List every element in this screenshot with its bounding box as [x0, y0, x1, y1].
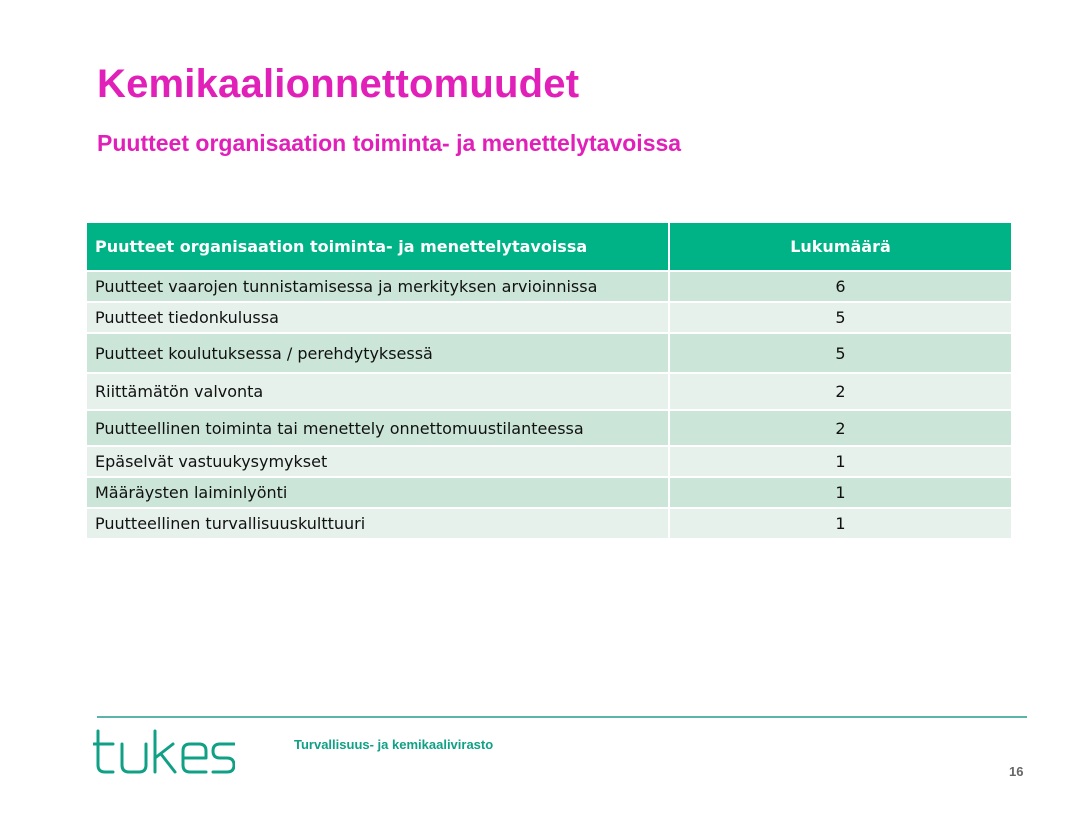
row-count: 6: [669, 271, 1013, 303]
table-row: Puutteellinen toiminta tai menettely onn…: [87, 410, 1013, 447]
table-row: Puutteet tiedonkulussa 5: [87, 302, 1013, 334]
table-row: Riittämätön valvonta 2: [87, 373, 1013, 411]
page-number: 16: [1009, 764, 1024, 779]
footer-divider: [97, 716, 1027, 718]
table-row: Määräysten laiminlyönti 1: [87, 477, 1013, 509]
table-header-row: Puutteet organisaation toiminta- ja mene…: [87, 223, 1013, 272]
slide-title: Kemikaalionnettomuudet: [97, 62, 580, 106]
row-count: 1: [669, 477, 1013, 509]
deficiency-table: Puutteet organisaation toiminta- ja mene…: [87, 223, 1013, 540]
row-label: Puutteellinen toiminta tai menettely onn…: [87, 410, 670, 447]
header-description: Puutteet organisaation toiminta- ja mene…: [87, 223, 670, 272]
table-row: Puutteellinen turvallisuuskulttuuri 1: [87, 508, 1013, 540]
table-row: Puutteet vaarojen tunnistamisessa ja mer…: [87, 271, 1013, 303]
row-count: 2: [669, 373, 1013, 411]
row-label: Puutteet koulutuksessa / perehdytyksessä: [87, 333, 670, 374]
row-label: Määräysten laiminlyönti: [87, 477, 670, 509]
row-count: 5: [669, 333, 1013, 374]
row-count: 1: [669, 446, 1013, 478]
row-label: Puutteellinen turvallisuuskulttuuri: [87, 508, 670, 540]
table-row: Puutteet koulutuksessa / perehdytyksessä…: [87, 333, 1013, 374]
slide-subtitle: Puutteet organisaation toiminta- ja mene…: [97, 130, 682, 156]
row-label: Riittämätön valvonta: [87, 373, 670, 411]
row-label: Puutteet tiedonkulussa: [87, 302, 670, 334]
row-count: 5: [669, 302, 1013, 334]
row-count: 1: [669, 508, 1013, 540]
agency-name: Turvallisuus- ja kemikaalivirasto: [294, 737, 494, 752]
header-count: Lukumäärä: [669, 223, 1013, 272]
table-row: Epäselvät vastuukysymykset 1: [87, 446, 1013, 478]
row-count: 2: [669, 410, 1013, 447]
row-label: Epäselvät vastuukysymykset: [87, 446, 670, 478]
row-label: Puutteet vaarojen tunnistamisessa ja mer…: [87, 271, 670, 303]
tukes-logo: tukes: [93, 729, 235, 774]
